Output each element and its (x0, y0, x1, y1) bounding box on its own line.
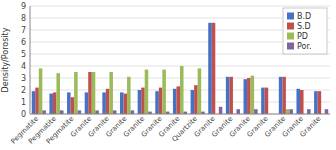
legend-swatch (287, 33, 294, 40)
bar (60, 110, 64, 114)
bar (42, 110, 46, 114)
y-tick-label: 7 (21, 26, 26, 35)
bar (289, 109, 293, 114)
bar (236, 109, 240, 114)
bar (131, 110, 135, 114)
legend-label: B.D (297, 12, 311, 21)
bar (251, 76, 255, 114)
bar (145, 70, 149, 114)
x-tick-label: Granite (299, 115, 323, 139)
y-axis-line (30, 6, 31, 114)
y-tick-label: 4 (21, 62, 26, 71)
grid-line (30, 114, 330, 115)
bar (279, 77, 283, 114)
legend-frame (283, 8, 327, 54)
bar (78, 110, 82, 114)
bar (318, 91, 322, 114)
bar (212, 23, 216, 114)
bar (53, 92, 57, 114)
bar (300, 90, 304, 114)
y-tick-label: 1 (21, 98, 26, 107)
bar (56, 73, 60, 114)
bar (95, 110, 99, 114)
x-tick-label: Quartzite (170, 115, 199, 144)
bar (85, 92, 89, 114)
bar (49, 94, 53, 114)
bar (155, 91, 159, 114)
bar (208, 23, 212, 114)
bar (219, 107, 223, 114)
y-tick-label: 3 (21, 74, 26, 83)
bar (286, 109, 290, 114)
bar (35, 88, 39, 114)
bar (198, 68, 202, 114)
legend-label: Por. (297, 42, 312, 51)
bar (265, 88, 269, 114)
legend-swatch (287, 13, 294, 20)
bar (191, 90, 195, 114)
bar (247, 78, 251, 114)
bar (282, 77, 286, 114)
bar (159, 88, 163, 114)
x-axis-line (30, 114, 330, 115)
bar (67, 92, 71, 114)
bar (127, 77, 131, 114)
y-tick-label: 0 (21, 110, 26, 119)
legend-label: PD (297, 32, 308, 41)
bar (120, 92, 124, 114)
bar (113, 110, 117, 114)
bar (226, 77, 230, 114)
legend-swatch (287, 43, 294, 50)
bar (138, 90, 142, 114)
bar (71, 97, 75, 114)
y-tick-label: 8 (21, 14, 26, 23)
y-tick-label: 6 (21, 38, 26, 47)
bar (39, 68, 43, 114)
bar (106, 89, 110, 114)
bar (162, 70, 166, 114)
y-tick-label: 2 (21, 86, 26, 95)
bar (296, 89, 300, 114)
legend-swatch (287, 23, 294, 30)
bar (261, 88, 265, 114)
grid-line (30, 6, 330, 7)
legend-label: S.D (297, 22, 311, 31)
y-tick-label: 5 (21, 50, 26, 59)
y-tick-label: 9 (21, 2, 26, 11)
bar (92, 72, 96, 114)
y-axis-label: Density/Porosity (1, 27, 10, 92)
legend: B.DS.DPDPor. (283, 8, 327, 54)
bar (173, 89, 177, 114)
bar (325, 109, 329, 114)
bar (314, 91, 318, 114)
bar (176, 86, 180, 114)
bar (102, 92, 106, 114)
bar (229, 77, 233, 114)
bar (180, 66, 184, 114)
bar (32, 91, 36, 114)
bar (124, 94, 128, 114)
bar (141, 88, 145, 114)
bar (307, 109, 311, 114)
bar (74, 72, 78, 114)
bar (88, 72, 92, 114)
bar (254, 109, 258, 114)
chart: 0123456789Density/PorosityPegmatitePegma… (0, 0, 336, 150)
bar (109, 72, 113, 114)
bar (194, 85, 198, 114)
bar (244, 79, 248, 114)
